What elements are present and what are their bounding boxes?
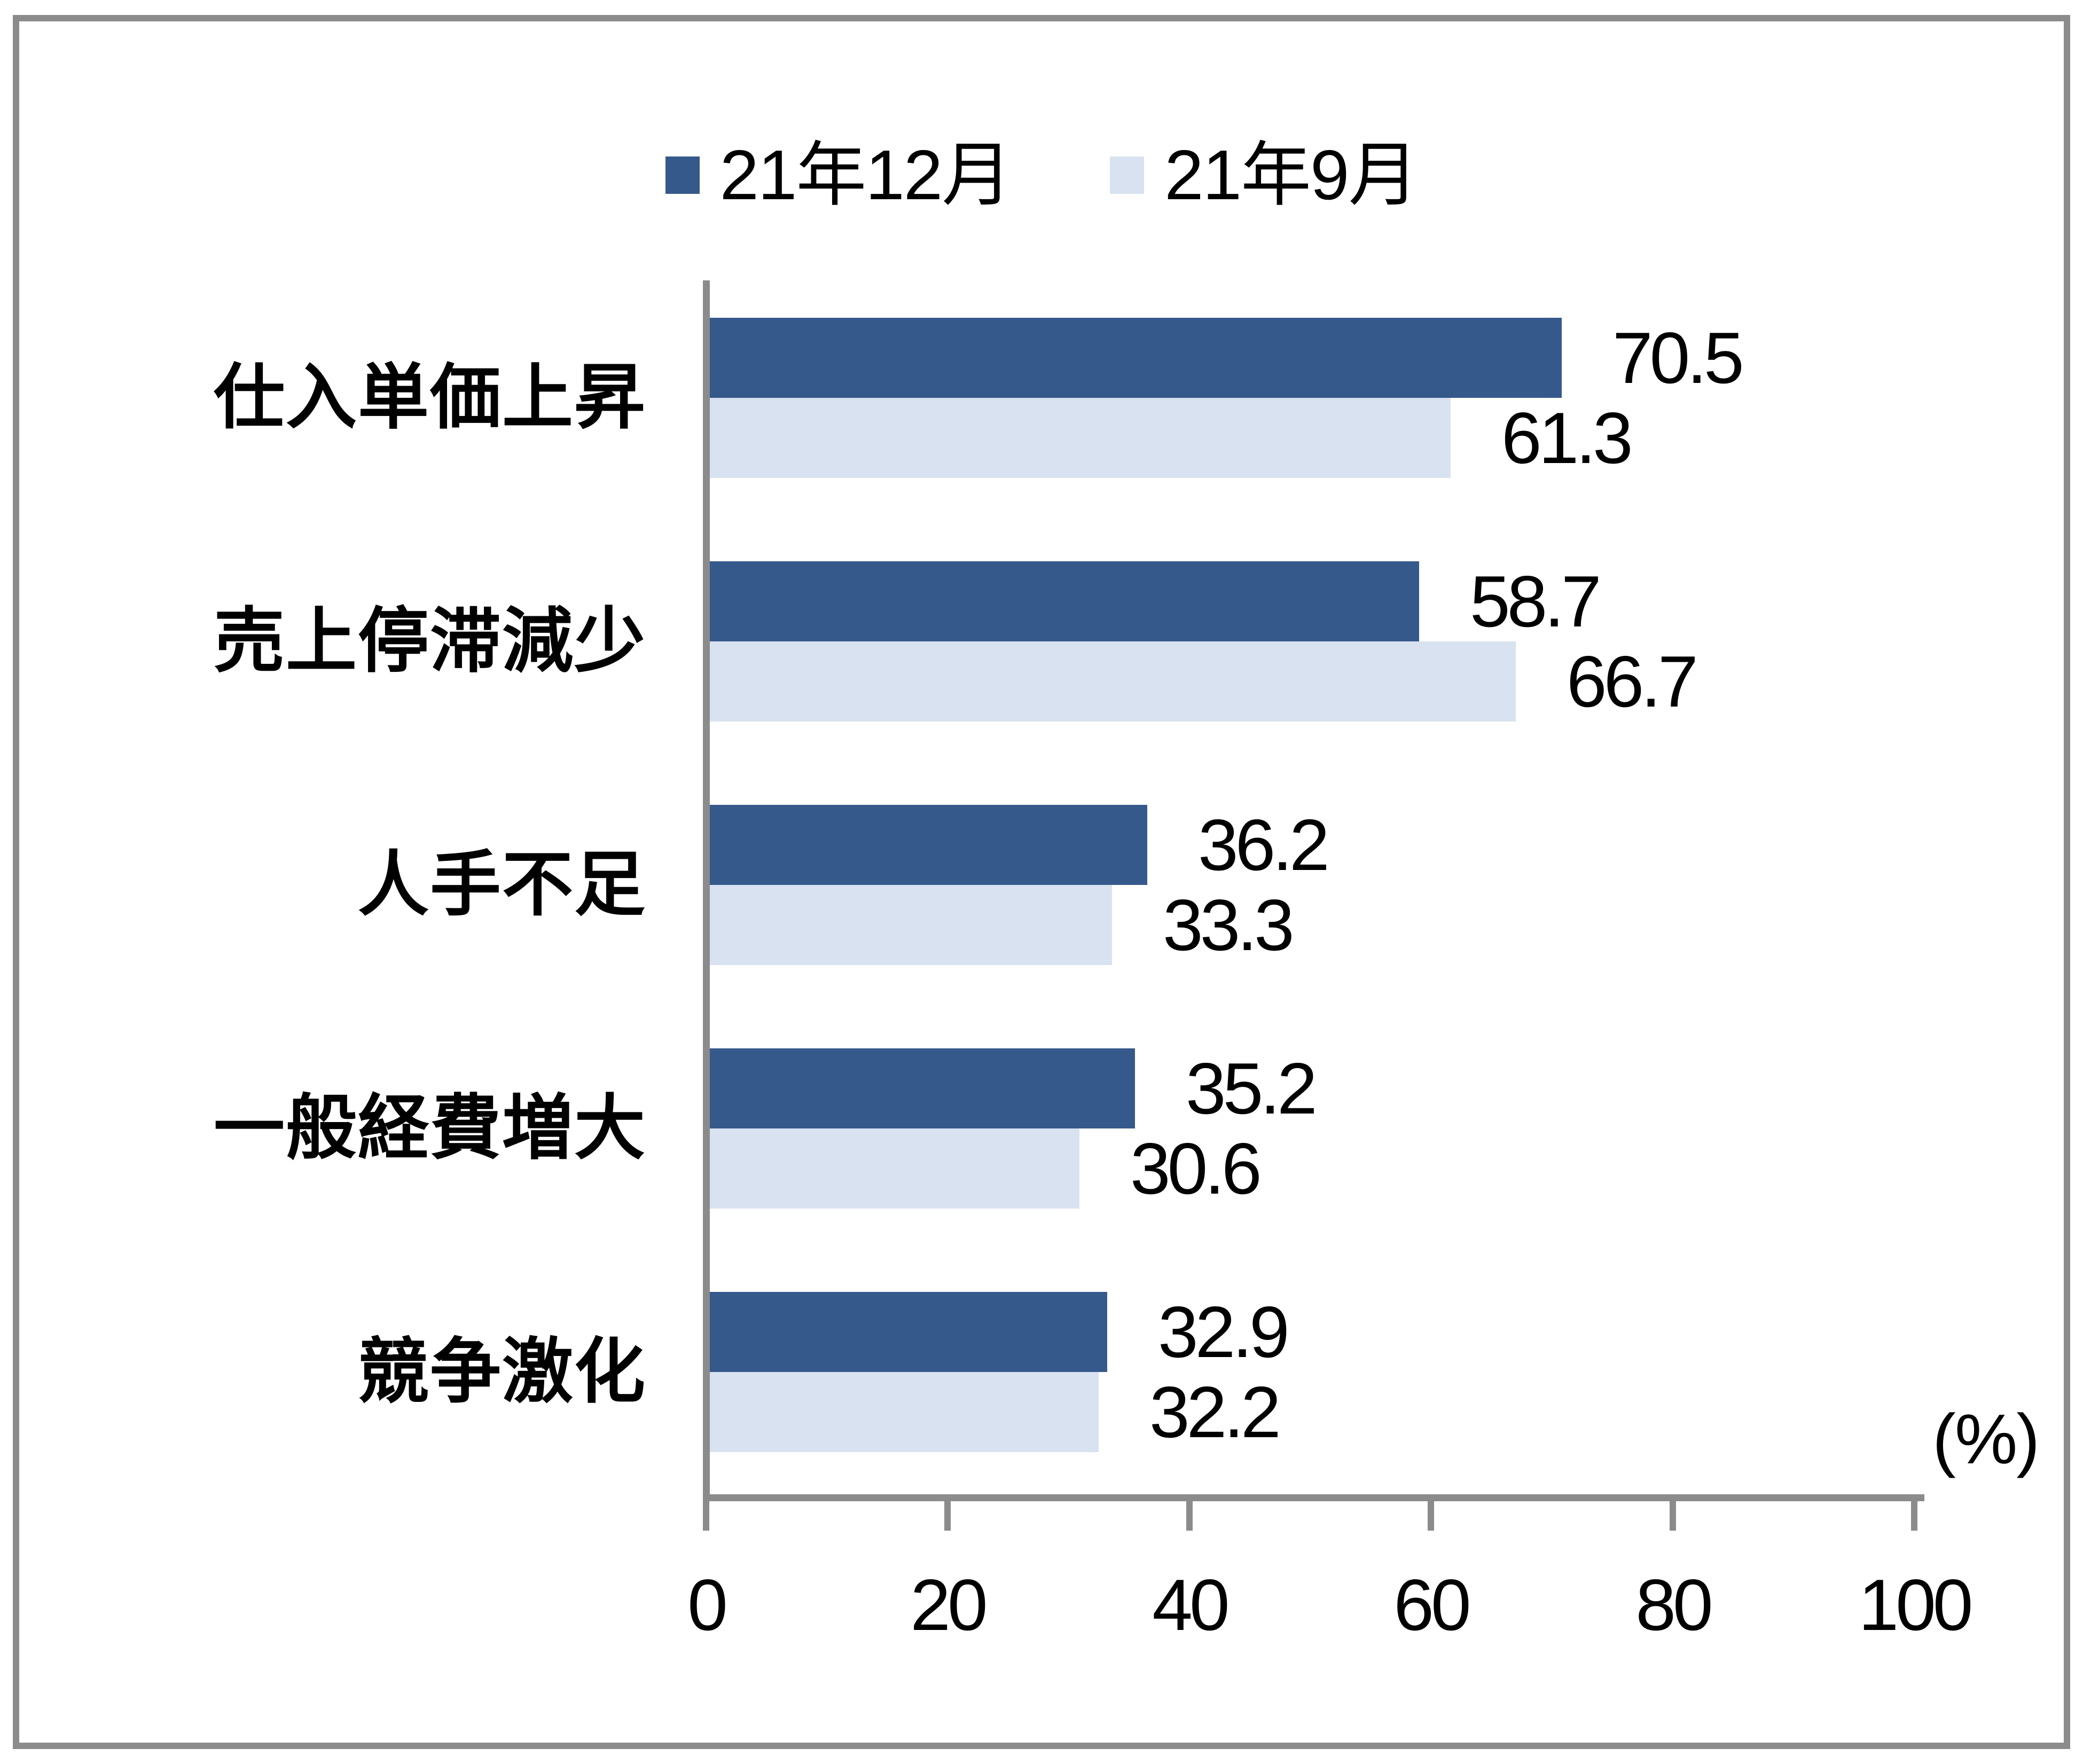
bar-sep21 — [710, 641, 1516, 722]
axis-tick-label: 0 — [687, 1564, 728, 1645]
legend-item-sep21: 21年9月 — [1110, 136, 1419, 214]
value-axis-line — [703, 280, 710, 1501]
bar-value-sep21: 61.3 — [1501, 397, 1633, 479]
category-label: 競争激化 — [358, 1332, 646, 1412]
legend: 21年12月 21年9月 — [0, 138, 2083, 213]
bar-dec21 — [710, 1292, 1107, 1372]
bar-sep21 — [710, 398, 1451, 478]
category-label: 人手不足 — [358, 845, 646, 924]
legend-label: 21年9月 — [1164, 136, 1419, 214]
bar-value-dec21: 35.2 — [1186, 1048, 1318, 1129]
bar-value-sep21: 33.3 — [1163, 884, 1295, 966]
axis-tick — [1428, 1501, 1434, 1531]
bar-value-dec21: 58.7 — [1470, 561, 1602, 642]
axis-tick-label: 40 — [1152, 1564, 1230, 1645]
legend-label: 21年12月 — [719, 136, 1013, 214]
bar-value-sep21: 30.6 — [1130, 1128, 1262, 1209]
axis-tick — [1911, 1501, 1917, 1531]
bar-dec21 — [710, 805, 1147, 885]
axis-tick-label: 20 — [910, 1564, 988, 1645]
bar-value-dec21: 32.9 — [1158, 1291, 1290, 1373]
bar-dec21 — [710, 1048, 1135, 1128]
axis-tick-label: 100 — [1858, 1564, 1974, 1645]
legend-swatch-icon — [665, 156, 700, 194]
bar-value-sep21: 32.2 — [1149, 1371, 1281, 1453]
bar-dec21 — [710, 318, 1562, 398]
bar-sep21 — [710, 1372, 1099, 1452]
category-axis-line — [703, 1494, 1924, 1501]
bar-sep21 — [710, 1128, 1079, 1209]
axis-tick — [1670, 1501, 1676, 1531]
axis-tick — [1186, 1501, 1193, 1531]
category-label: 仕入単価上昇 — [214, 358, 646, 437]
bar-value-dec21: 36.2 — [1198, 804, 1330, 885]
category-label: 売上停滞減少 — [214, 602, 646, 681]
bar-sep21 — [710, 885, 1112, 965]
bar-value-sep21: 66.7 — [1567, 641, 1698, 722]
legend-item-dec21: 21年12月 — [665, 138, 1012, 213]
category-label: 一般経費増大 — [214, 1089, 646, 1168]
bar-dec21 — [710, 561, 1419, 641]
axis-tick-label: 60 — [1393, 1564, 1471, 1645]
axis-unit-label: (%) — [1932, 1400, 2040, 1478]
axis-tick — [944, 1501, 951, 1531]
legend-swatch-icon — [1110, 156, 1145, 194]
chart-frame-border — [13, 15, 2070, 1749]
axis-tick-label: 80 — [1635, 1564, 1713, 1645]
bar-value-dec21: 70.5 — [1612, 317, 1744, 398]
axis-tick — [703, 1501, 709, 1531]
